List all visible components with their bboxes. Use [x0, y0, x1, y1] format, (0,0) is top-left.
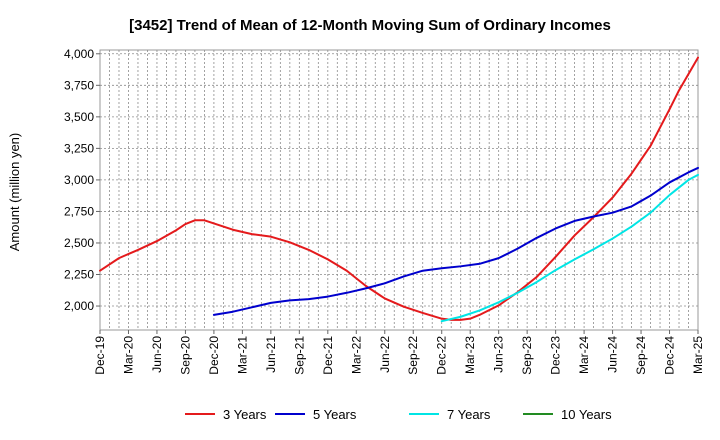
- y-tick-label: 3,000: [64, 173, 94, 187]
- y-tick-label: 4,000: [64, 47, 94, 61]
- x-tick-label: Mar-20: [121, 336, 135, 374]
- x-tick-label: Mar-25: [691, 336, 705, 374]
- x-tick-label: Sep-21: [292, 336, 306, 375]
- x-tick-label: Dec-23: [549, 336, 563, 375]
- x-tick-label: Sep-20: [178, 336, 192, 375]
- series-lines: [99, 56, 699, 323]
- x-tick-label: Jun-22: [378, 336, 392, 373]
- series-line: [440, 173, 699, 323]
- legend-label: 5 Years: [313, 407, 357, 422]
- y-tick-label: 3,250: [64, 141, 94, 155]
- x-tick-label: Sep-24: [634, 336, 648, 375]
- x-tick-label: Dec-20: [207, 336, 221, 375]
- legend: 3 Years 5 Years 7 Years 10 Years: [185, 407, 612, 422]
- series-line: [99, 56, 699, 321]
- x-tick-label: Jun-24: [606, 336, 620, 373]
- x-tick-label: Mar-22: [349, 336, 363, 374]
- x-tick-label: Dec-19: [93, 336, 107, 375]
- legend-label: 3 Years: [223, 407, 267, 422]
- x-tick-label: Dec-21: [321, 336, 335, 375]
- x-tick-label: Mar-24: [577, 336, 591, 374]
- x-tick-label: Mar-21: [235, 336, 249, 374]
- y-tick-label: 3,500: [64, 110, 94, 124]
- x-tick-label: Sep-23: [520, 336, 534, 375]
- y-tick-label: 2,750: [64, 204, 94, 218]
- x-tick-label: Sep-22: [406, 336, 420, 375]
- x-tick-label: Dec-24: [663, 336, 677, 375]
- legend-label: 7 Years: [447, 407, 491, 422]
- y-tick-label: 2,500: [64, 236, 94, 250]
- grid: [100, 50, 698, 330]
- y-tick-label: 2,250: [64, 268, 94, 282]
- y-axis: 2,000 2,250 2,500 2,750 3,000 3,250 3,500 3,750…: [64, 47, 100, 313]
- chart-title: [3452] Trend of Mean of 12-Month Moving …: [129, 17, 611, 34]
- x-tick-label: Jun-23: [492, 336, 506, 373]
- x-tick-label: Jun-21: [264, 336, 278, 373]
- y-axis-title: Amount (million yen): [7, 133, 22, 252]
- y-tick-label: 3,750: [64, 78, 94, 92]
- x-axis: Dec-19 Mar-20 Jun-20 Sep-20 Dec-20 Mar-21 Jun-…: [93, 330, 705, 375]
- y-tick-label: 2,000: [64, 299, 94, 313]
- x-tick-label: Jun-20: [150, 336, 164, 373]
- x-tick-label: Dec-22: [435, 336, 449, 375]
- x-tick-label: Mar-23: [463, 336, 477, 374]
- plot-frame: [99, 49, 699, 331]
- series-line: [212, 166, 699, 316]
- legend-label: 10 Years: [561, 407, 612, 422]
